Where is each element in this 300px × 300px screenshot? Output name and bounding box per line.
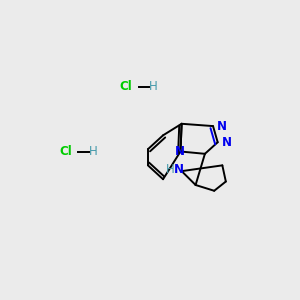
Text: N: N — [174, 164, 184, 176]
Text: N: N — [175, 145, 185, 158]
Text: H: H — [166, 164, 174, 176]
Text: N: N — [221, 136, 232, 149]
Text: H: H — [149, 80, 158, 93]
Text: N: N — [217, 120, 227, 133]
Text: Cl: Cl — [59, 145, 72, 158]
Text: H: H — [89, 145, 98, 158]
Text: Cl: Cl — [119, 80, 132, 93]
